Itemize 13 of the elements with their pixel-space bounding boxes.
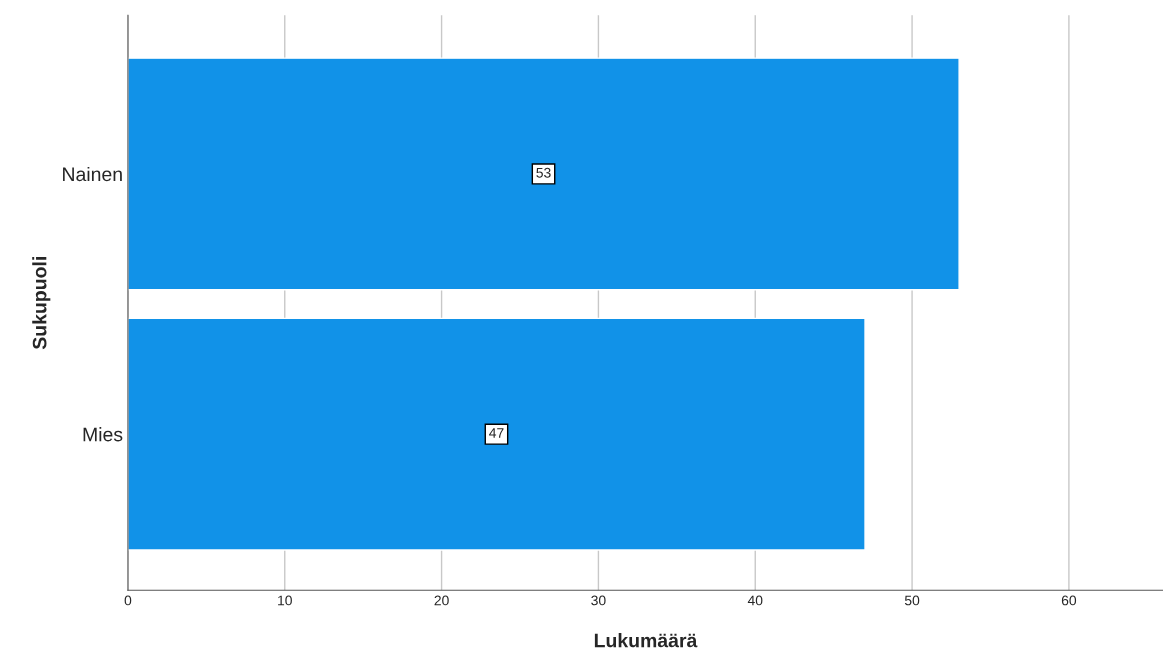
x-tick-label: 50 [904,595,920,606]
data-label: 47 [489,428,504,438]
y-tick-label: Nainen [63,166,122,182]
data-label: 53 [536,167,551,178]
x-tick-label: 30 [591,595,606,606]
y-tick-label: Mies [83,427,123,442]
x-tick-label: 20 [434,595,449,606]
x-tick-label: 40 [747,595,763,606]
y-axis-title: Sukupuoli [32,257,51,350]
x-tick-label: 0 [124,595,132,606]
x-axis-title: Lukumäärä [594,633,698,648]
x-tick-label: 10 [278,595,292,606]
x-tick-label: 60 [1061,595,1077,606]
